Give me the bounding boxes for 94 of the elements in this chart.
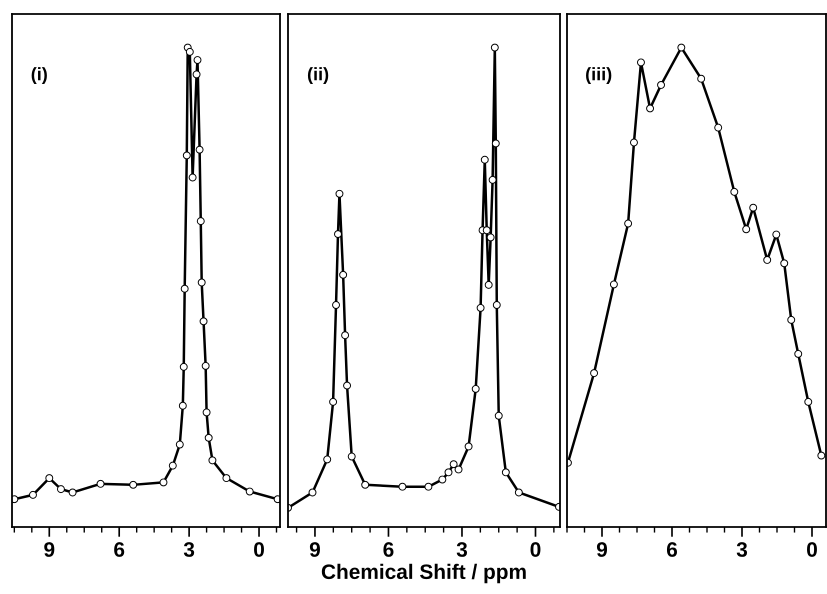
point	[492, 301, 501, 309]
point	[482, 226, 491, 234]
point	[424, 482, 432, 491]
point	[180, 284, 189, 293]
point	[323, 455, 332, 464]
x-tick-label: 3	[456, 542, 468, 557]
point	[749, 204, 758, 212]
point	[196, 217, 205, 226]
point	[494, 412, 503, 420]
point	[96, 480, 105, 488]
point	[610, 280, 618, 288]
point	[198, 278, 206, 286]
x-tick-label: 6	[383, 542, 394, 557]
point	[794, 350, 802, 358]
point	[192, 70, 201, 78]
point	[196, 146, 204, 154]
point	[787, 316, 796, 324]
point	[202, 408, 211, 416]
point	[677, 44, 686, 52]
point	[336, 190, 344, 198]
point	[438, 476, 446, 484]
point	[361, 480, 370, 489]
point	[202, 362, 210, 370]
point	[502, 468, 510, 476]
point	[486, 233, 495, 242]
x-tick-label: 0	[807, 542, 817, 557]
point	[308, 488, 316, 496]
point	[480, 156, 489, 164]
x-tick-label: 3	[184, 542, 194, 557]
point	[204, 434, 213, 442]
point	[341, 331, 350, 340]
point	[56, 485, 65, 494]
point	[730, 188, 738, 196]
point	[332, 301, 340, 309]
point	[804, 398, 812, 406]
point	[160, 478, 168, 486]
point	[472, 384, 480, 393]
point	[129, 480, 138, 489]
point	[188, 174, 197, 182]
annotation: (ii)	[308, 67, 328, 84]
point	[176, 440, 184, 448]
point	[246, 488, 254, 496]
point	[637, 58, 645, 66]
point	[334, 230, 342, 238]
point	[624, 220, 632, 228]
x-tick-label: 6	[114, 542, 124, 557]
point	[772, 230, 780, 238]
point	[339, 270, 348, 279]
point	[200, 317, 208, 326]
point	[329, 398, 338, 406]
point	[630, 138, 638, 146]
x-tick-label: 9	[310, 542, 320, 557]
point	[514, 488, 523, 496]
point	[343, 382, 352, 390]
x-tick-label: 0	[530, 542, 540, 557]
point	[68, 488, 77, 496]
point	[194, 56, 202, 64]
annotation: (i)	[32, 67, 47, 84]
annotation: (iii)	[586, 67, 612, 84]
point	[450, 460, 458, 468]
x-tick-label: 0	[254, 542, 264, 557]
point	[590, 369, 598, 378]
point	[178, 402, 187, 410]
point	[476, 304, 485, 312]
point	[222, 474, 230, 482]
point	[492, 139, 500, 148]
point	[45, 474, 54, 482]
point	[484, 280, 493, 289]
point	[646, 104, 654, 112]
x-tick-label: 9	[596, 542, 608, 557]
point	[186, 48, 194, 56]
point	[208, 456, 216, 464]
x-axis-title: Chemical Shift / ppm	[322, 564, 526, 584]
point	[763, 256, 772, 264]
point	[697, 74, 706, 83]
x-tick-label: 6	[666, 542, 678, 557]
point	[454, 466, 463, 474]
point	[742, 225, 750, 234]
point	[29, 490, 37, 499]
x-tick-label: 3	[736, 542, 748, 557]
point	[464, 442, 473, 450]
point	[444, 468, 452, 476]
point	[168, 462, 177, 470]
point	[780, 259, 788, 268]
point	[182, 151, 191, 160]
point	[714, 124, 722, 132]
point	[348, 452, 356, 460]
point	[180, 362, 188, 371]
x-tick-label: 9	[44, 542, 54, 557]
point	[488, 176, 497, 184]
point	[817, 452, 826, 460]
point	[490, 44, 499, 52]
point	[398, 482, 406, 491]
point	[657, 81, 665, 89]
